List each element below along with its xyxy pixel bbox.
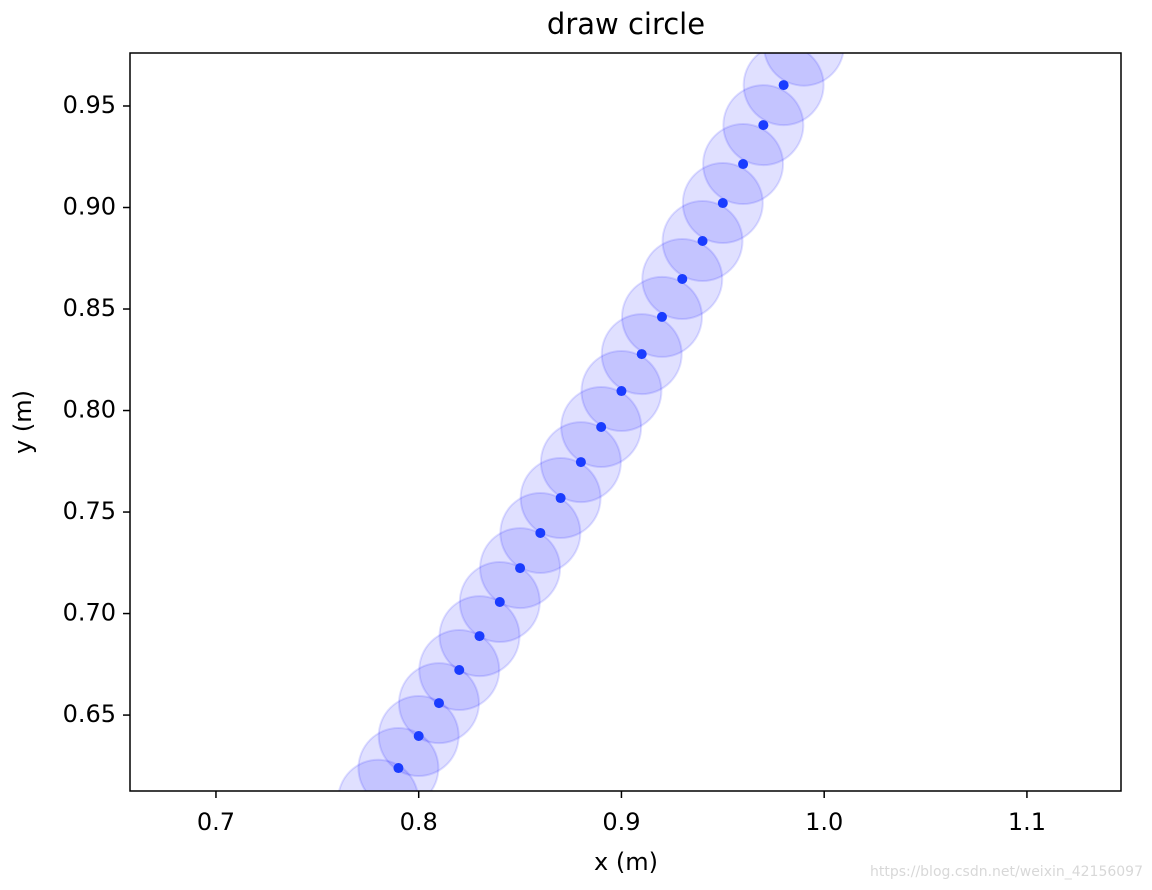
point <box>636 349 647 360</box>
x-axis-label: x (m) <box>594 848 658 876</box>
point <box>596 421 607 432</box>
point <box>717 198 728 209</box>
y-tick-label: 0.65 <box>63 700 116 728</box>
axes-frame <box>129 52 1122 792</box>
plot-area <box>338 53 845 791</box>
point <box>616 386 627 397</box>
point <box>697 236 708 247</box>
y-axis-label: y (m) <box>9 390 37 454</box>
point <box>454 664 465 675</box>
y-tick-label: 0.85 <box>63 294 116 322</box>
point <box>656 311 667 322</box>
point <box>738 159 749 170</box>
x-tick-label: 0.9 <box>602 808 640 836</box>
chart-title: draw circle <box>547 7 705 41</box>
range-circle <box>357 727 440 791</box>
point <box>555 493 566 504</box>
point <box>515 563 526 574</box>
range-circle <box>763 53 845 87</box>
point <box>433 698 444 709</box>
watermark: https://blog.csdn.net/weixin_42156097 <box>870 864 1143 880</box>
point <box>778 80 789 91</box>
point <box>758 120 769 131</box>
y-tick-label: 0.95 <box>63 91 116 119</box>
y-tick-label: 0.90 <box>63 193 116 221</box>
x-tick-label: 0.8 <box>400 808 438 836</box>
x-tick-label: 0.7 <box>197 808 235 836</box>
point <box>393 763 404 774</box>
y-tick-label: 0.70 <box>63 599 116 627</box>
point <box>474 631 485 642</box>
point <box>677 273 688 284</box>
y-tick-label: 0.80 <box>63 396 116 424</box>
point <box>494 596 505 607</box>
point <box>413 730 424 741</box>
point <box>575 457 586 468</box>
point <box>535 527 546 538</box>
x-tick-label: 1.0 <box>805 808 843 836</box>
y-tick-label: 0.75 <box>63 497 116 525</box>
x-tick-label: 1.1 <box>1008 808 1046 836</box>
